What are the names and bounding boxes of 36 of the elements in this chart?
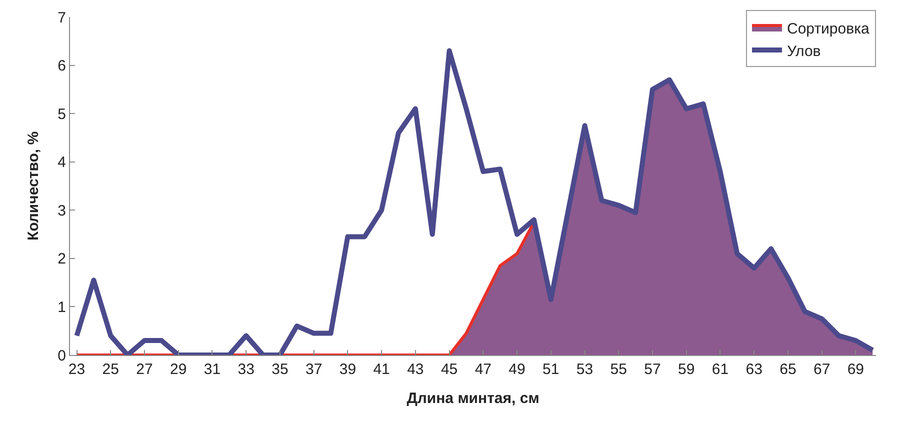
legend-label: Улов — [787, 42, 821, 60]
y-tick-label: 0 — [58, 347, 66, 364]
x-tick-label: 63 — [746, 361, 762, 378]
x-tick-label: 35 — [272, 361, 288, 378]
x-tick-label: 47 — [474, 361, 492, 378]
x-tick-label: 55 — [610, 361, 627, 378]
x-tick-label: 67 — [813, 361, 830, 378]
y-axis-title: Количество, % — [24, 131, 42, 241]
x-tick-label: 65 — [780, 361, 796, 378]
x-tick-label: 27 — [136, 361, 153, 378]
x-tick-label: 25 — [102, 361, 119, 378]
y-tick-label: 1 — [58, 298, 66, 316]
x-tick-label: 33 — [238, 361, 254, 378]
x-tick-label: 49 — [508, 361, 526, 378]
y-tick-label: 7 — [58, 9, 66, 26]
x-tick-label: 37 — [305, 361, 322, 378]
y-tick-label: 4 — [58, 154, 66, 172]
legend-label: Сортировка — [787, 20, 870, 38]
x-tick-label: 57 — [644, 361, 661, 378]
x-tick-label: 31 — [204, 361, 221, 378]
x-tick-label: 69 — [847, 361, 864, 378]
y-tick-label: 3 — [58, 202, 66, 220]
x-axis-title: Длина минтая, см — [406, 390, 540, 407]
x-tick-label: 29 — [170, 361, 187, 378]
x-tick-label: 61 — [712, 361, 729, 378]
x-tick-label: 51 — [542, 361, 560, 378]
y-tick-label: 2 — [58, 250, 66, 268]
x-tick-label: 43 — [407, 361, 424, 378]
y-tick-label: 5 — [58, 106, 66, 123]
x-tick-label: 59 — [678, 361, 695, 378]
x-tick-label: 23 — [68, 361, 86, 378]
y-tick-label: 6 — [58, 58, 66, 75]
x-tick-label: 41 — [373, 361, 390, 378]
x-tick-label: 39 — [339, 361, 356, 378]
x-tick-label: 53 — [576, 361, 594, 378]
x-tick-label: 45 — [440, 361, 458, 378]
